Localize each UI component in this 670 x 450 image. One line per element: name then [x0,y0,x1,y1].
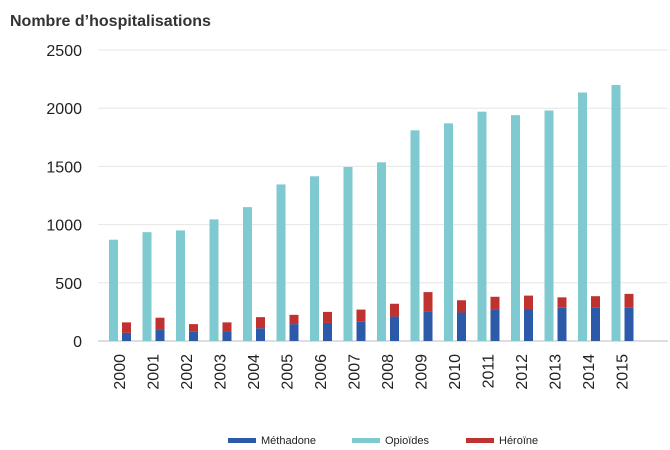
bar-opioides [176,230,185,341]
bar-methadone [390,316,399,341]
bar-heroine [122,322,131,333]
bars [109,84,634,342]
bar-opioides [142,232,152,341]
bar-methadone [490,309,500,341]
x-tick-label: 2012 [514,354,531,390]
x-tick-labels: 2000 2001 2002 2003 2004 2005 2006 2007 2008 2009… [112,354,632,390]
bar-methadone [256,328,265,341]
bar-opioides [276,184,286,341]
bar-heroine [155,317,165,330]
bar-opioides [477,111,487,341]
bar-heroine [457,300,466,313]
bar-heroine [256,317,265,329]
bar-heroine [189,324,198,332]
bar-opioides [243,207,252,341]
bar-methadone [524,308,533,341]
bar-heroine [390,303,399,317]
bar-heroine [557,297,567,308]
bar-methadone [289,324,299,341]
x-tick-label: 2009 [414,354,431,390]
x-tick-label: 2015 [615,354,632,390]
bar-opioides [109,239,118,341]
bar-methadone [155,329,165,341]
x-tick-label: 2007 [347,354,364,390]
bar-heroine [289,314,299,325]
x-tick-label: 2002 [179,354,196,390]
bar-opioides [377,162,386,341]
bar-methadone [423,311,433,341]
bar-heroine [222,322,232,332]
bar-opioides [410,130,420,341]
x-tick-label: 2014 [581,354,598,390]
bar-opioides [209,219,219,341]
y-tick-label: 1500 [46,159,82,176]
x-tick-label: 2004 [246,354,263,390]
x-tick-label: 2006 [313,354,330,390]
bar-methadone [189,331,198,341]
y-tick-label: 2500 [46,43,82,60]
bar-heroine [423,292,433,312]
y-axis-title: Nombre d’hospitalisations [10,13,211,30]
legend-swatch [228,438,256,443]
x-tick-label: 2010 [447,354,464,390]
y-tick-labels: 0 500 1000 1500 2000 2500 [46,43,82,351]
bar-methadone [356,321,366,341]
bar-methadone [557,307,567,341]
bar-methadone [323,322,332,341]
bar-opioides [611,84,621,342]
legend-label: Méthadone [261,435,316,447]
bar-opioides [343,166,353,341]
legend-label: Héroïne [499,435,538,447]
x-tick-label: 2011 [481,354,498,389]
bar-methadone [591,307,600,341]
bar-heroine [490,296,500,310]
bar-heroine [323,311,332,323]
x-tick-label: 2000 [112,354,129,390]
bar-opioides [444,123,453,341]
bar-opioides [310,176,319,341]
legend-swatch [466,438,494,443]
legend-swatch [352,438,380,443]
x-tick-label: 2005 [280,354,297,390]
x-tick-label: 2013 [548,354,565,390]
y-tick-label: 1000 [46,218,82,235]
legend-label: Opioïdes [385,435,430,447]
y-tick-label: 2000 [46,101,82,118]
bar-opioides [578,92,587,342]
bar-methadone [457,312,466,341]
bar-opioides [544,110,554,341]
bar-heroine [356,309,366,322]
x-tick-label: 2001 [146,354,163,390]
bar-opioides [511,115,520,342]
x-tick-label: 2008 [380,354,397,390]
bar-heroine [624,293,634,308]
x-tick-label: 2003 [213,354,230,390]
bar-methadone [222,331,232,341]
bar-heroine [524,295,533,309]
bar-methadone [122,332,131,341]
legend: Méthadone Opioïdes Héroïne [228,435,538,447]
y-tick-label: 500 [55,276,82,293]
bar-heroine [591,296,600,308]
y-tick-label: 0 [73,334,82,351]
bar-methadone [624,307,634,341]
